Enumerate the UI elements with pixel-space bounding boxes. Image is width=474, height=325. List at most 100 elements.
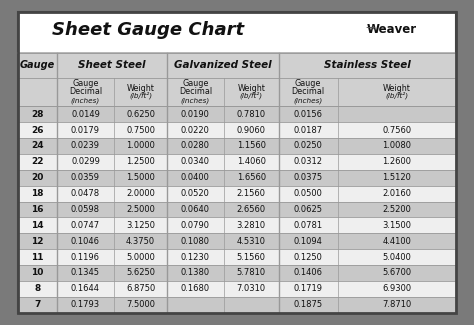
Bar — [18, 202, 456, 217]
Text: 0.0187: 0.0187 — [293, 125, 323, 135]
Text: 24: 24 — [31, 141, 44, 150]
Text: 5.6250: 5.6250 — [126, 268, 155, 278]
Text: 0.0400: 0.0400 — [181, 173, 210, 182]
Text: 2.5200: 2.5200 — [383, 205, 411, 214]
Text: 0.1196: 0.1196 — [71, 253, 100, 262]
Text: Weight: Weight — [127, 84, 155, 93]
Text: 0.1793: 0.1793 — [71, 300, 100, 309]
Text: 5.7810: 5.7810 — [237, 268, 266, 278]
Text: 0.0299: 0.0299 — [71, 157, 100, 166]
Text: 2.0000: 2.0000 — [126, 189, 155, 198]
Text: (lb/ft²): (lb/ft²) — [240, 92, 263, 99]
Bar — [18, 106, 456, 122]
Text: Gauge: Gauge — [72, 79, 99, 88]
Text: 5.0400: 5.0400 — [383, 253, 411, 262]
Text: Gauge: Gauge — [19, 60, 55, 70]
Text: (lb/ft²): (lb/ft²) — [129, 92, 152, 99]
Text: Gauge: Gauge — [295, 79, 321, 88]
Text: 0.0280: 0.0280 — [181, 141, 210, 150]
Text: Sheet Gauge Chart: Sheet Gauge Chart — [52, 21, 244, 39]
Text: 0.0340: 0.0340 — [181, 157, 210, 166]
Text: 1.5000: 1.5000 — [126, 173, 155, 182]
Text: Gauge: Gauge — [182, 79, 209, 88]
Bar — [18, 217, 456, 233]
Bar — [18, 233, 456, 249]
Text: 14: 14 — [31, 221, 44, 230]
Bar — [18, 265, 456, 281]
Text: 1.6560: 1.6560 — [237, 173, 266, 182]
Text: 22: 22 — [31, 157, 44, 166]
Text: 3.2810: 3.2810 — [237, 221, 266, 230]
Text: 5.1560: 5.1560 — [237, 253, 266, 262]
Text: 7: 7 — [34, 300, 40, 309]
Text: 0.1080: 0.1080 — [181, 237, 210, 246]
Bar — [18, 281, 456, 297]
Text: 0.1406: 0.1406 — [294, 268, 323, 278]
Text: 0.1094: 0.1094 — [294, 237, 323, 246]
Text: 10: 10 — [31, 268, 44, 278]
Text: 1.4060: 1.4060 — [237, 157, 266, 166]
Text: 6.9300: 6.9300 — [383, 284, 411, 293]
Text: 12: 12 — [31, 237, 44, 246]
Bar — [18, 78, 456, 106]
Text: 0.1644: 0.1644 — [71, 284, 100, 293]
Text: 1.0080: 1.0080 — [383, 141, 411, 150]
Text: 0.0520: 0.0520 — [181, 189, 210, 198]
Text: Decimal: Decimal — [179, 87, 212, 97]
Bar — [18, 122, 456, 138]
Text: 6.8750: 6.8750 — [126, 284, 155, 293]
Text: 1.2500: 1.2500 — [126, 157, 155, 166]
Text: Sheet Steel: Sheet Steel — [78, 60, 146, 70]
Text: 4.5310: 4.5310 — [237, 237, 266, 246]
Text: 7.0310: 7.0310 — [237, 284, 266, 293]
Text: →: → — [365, 24, 374, 33]
Text: 0.7500: 0.7500 — [126, 125, 155, 135]
Bar — [18, 154, 456, 170]
Text: 5.6700: 5.6700 — [383, 268, 411, 278]
Text: 0.0239: 0.0239 — [71, 141, 100, 150]
Text: 0.1250: 0.1250 — [294, 253, 323, 262]
Text: 1.5120: 1.5120 — [383, 173, 411, 182]
Bar — [18, 53, 456, 78]
Text: Decimal: Decimal — [292, 87, 325, 97]
Text: 0.0598: 0.0598 — [71, 205, 100, 214]
Text: 20: 20 — [31, 173, 44, 182]
Text: 0.0781: 0.0781 — [293, 221, 323, 230]
Text: 0.0179: 0.0179 — [71, 125, 100, 135]
Text: Galvanized Steel: Galvanized Steel — [174, 60, 272, 70]
Bar — [18, 138, 456, 154]
Text: 0.0156: 0.0156 — [294, 110, 323, 119]
Text: 18: 18 — [31, 189, 44, 198]
Text: 4.4100: 4.4100 — [383, 237, 411, 246]
Text: Stainless Steel: Stainless Steel — [324, 60, 410, 70]
Text: 0.0220: 0.0220 — [181, 125, 210, 135]
Text: 0.0640: 0.0640 — [181, 205, 210, 214]
Text: (lb/ft²): (lb/ft²) — [385, 92, 409, 99]
Text: 0.1719: 0.1719 — [294, 284, 323, 293]
Text: 0.1875: 0.1875 — [293, 300, 323, 309]
Text: 4.3750: 4.3750 — [126, 237, 155, 246]
Text: 5.0000: 5.0000 — [126, 253, 155, 262]
Text: 0.1380: 0.1380 — [181, 268, 210, 278]
Text: 0.0625: 0.0625 — [294, 205, 323, 214]
Text: 0.1230: 0.1230 — [181, 253, 210, 262]
Text: Weaver: Weaver — [367, 23, 417, 36]
Text: 1.0000: 1.0000 — [126, 141, 155, 150]
Text: 0.0312: 0.0312 — [294, 157, 323, 166]
Text: 0.0790: 0.0790 — [181, 221, 210, 230]
Text: 0.7560: 0.7560 — [383, 125, 411, 135]
Text: 0.0359: 0.0359 — [71, 173, 100, 182]
Text: 0.1345: 0.1345 — [71, 268, 100, 278]
Text: 11: 11 — [31, 253, 44, 262]
Text: 0.1680: 0.1680 — [181, 284, 210, 293]
Text: Decimal: Decimal — [69, 87, 102, 97]
Text: 0.0500: 0.0500 — [294, 189, 323, 198]
Text: 2.1560: 2.1560 — [237, 189, 266, 198]
Text: (inches): (inches) — [71, 97, 100, 104]
Bar — [18, 297, 456, 313]
Text: 7.5000: 7.5000 — [126, 300, 155, 309]
Text: 0.9060: 0.9060 — [237, 125, 266, 135]
Text: 0.0190: 0.0190 — [181, 110, 210, 119]
Text: 0.0375: 0.0375 — [293, 173, 323, 182]
Text: 2.5000: 2.5000 — [126, 205, 155, 214]
